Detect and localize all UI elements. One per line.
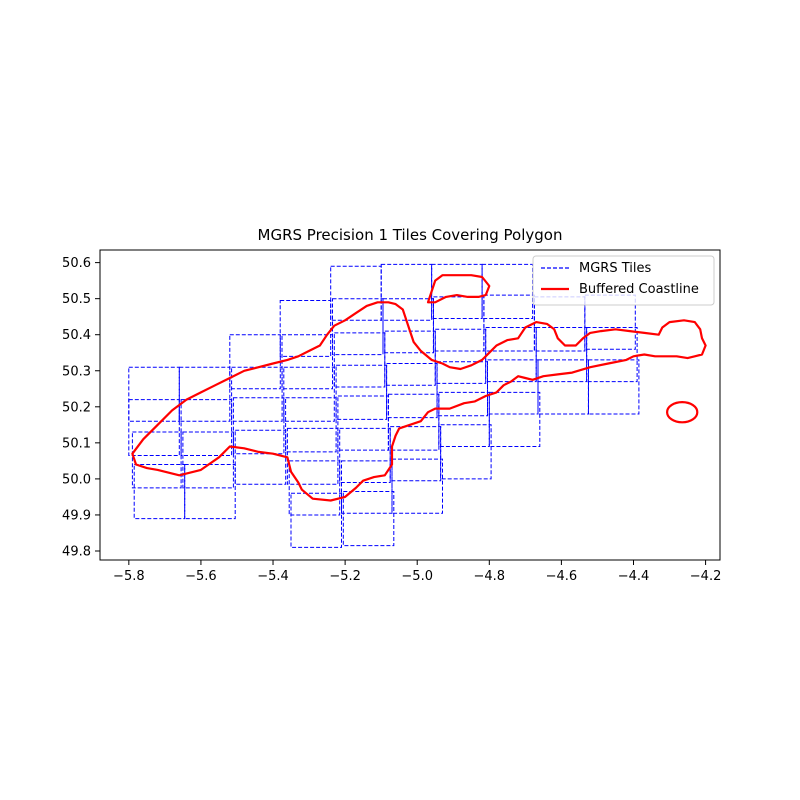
- coastline-polygon: [426, 274, 491, 304]
- y-tick-label: 50.3: [62, 364, 91, 379]
- mgrs-tile: [487, 359, 539, 415]
- y-tick-label: 49.9: [62, 508, 91, 523]
- mgrs-tile: [234, 429, 287, 485]
- plot-frame: [99, 249, 721, 561]
- x-tick-label: −5.0: [401, 569, 433, 584]
- x-tick-label: −5.4: [257, 569, 289, 584]
- coastline-island: [666, 401, 699, 424]
- coastline-layer: [131, 274, 707, 502]
- mgrs-tile: [128, 399, 180, 457]
- y-tick-label: 49.8: [62, 544, 91, 559]
- mgrs-tile: [333, 332, 386, 388]
- mgrs-tile: [182, 431, 234, 489]
- y-tick-label: 50.5: [62, 292, 91, 307]
- mgrs-tile: [438, 391, 490, 447]
- x-axis: −5.8 −5.6 −5.4 −5.2 −5.0 −4.8 −4.6 −4.4 −4.2: [113, 560, 721, 584]
- mgrs-tile: [339, 427, 391, 483]
- chart-title: MGRS Precision 1 Tiles Covering Polygon: [258, 226, 563, 244]
- x-tick-label: −4.4: [618, 569, 650, 584]
- mgrs-tile: [330, 265, 382, 321]
- mgrs-tile: [382, 298, 434, 354]
- x-tick-label: −5.8: [113, 569, 145, 584]
- mgrs-tile: [131, 431, 182, 489]
- mgrs-tile: [180, 399, 233, 457]
- mgrs-tile: [232, 397, 285, 455]
- mgrs-tile: [488, 391, 541, 447]
- mgrs-tile: [432, 296, 485, 352]
- mgrs-tile: [285, 397, 337, 453]
- legend-coastline-label: Buffered Coastline: [579, 282, 699, 297]
- x-tick-label: −5.6: [185, 569, 217, 584]
- x-tick-label: −5.2: [329, 569, 361, 584]
- mgrs-tile: [178, 366, 231, 422]
- x-tick-label: −4.6: [546, 569, 578, 584]
- y-tick-label: 50.0: [62, 472, 91, 487]
- mgrs-tile: [586, 327, 638, 383]
- mgrs-tile: [537, 359, 589, 415]
- mgrs-tile: [387, 393, 440, 451]
- mgrs-tile: [389, 426, 442, 482]
- mgrs-tile: [587, 359, 640, 415]
- mgrs-tile: [434, 328, 487, 384]
- mgrs-tile: [386, 363, 438, 419]
- mgrs-tile: [391, 458, 443, 514]
- mgrs-tile: [290, 492, 342, 548]
- x-tick-label: −4.2: [690, 569, 722, 584]
- x-tick-label: −4.8: [474, 569, 506, 584]
- legend-box: [532, 255, 715, 306]
- mgrs-tile: [337, 395, 389, 451]
- mgrs-tile: [229, 334, 281, 390]
- mgrs-tile: [133, 464, 186, 520]
- y-tick-label: 50.2: [62, 400, 91, 415]
- mgrs-tile: [288, 460, 341, 516]
- y-tick-label: 50.6: [62, 256, 91, 271]
- mgrs-tile: [286, 427, 339, 485]
- mgrs-tile: [128, 366, 180, 422]
- mgrs-tile: [341, 460, 393, 514]
- y-tick-label: 50.4: [62, 328, 91, 343]
- mgrs-tile: [283, 366, 335, 422]
- y-axis: 49.8 49.9 50.0 50.1 50.2 50.3 50.4 50.5 50.6: [62, 256, 100, 559]
- mgrs-tile: [440, 424, 492, 480]
- legend: MGRS Tiles Buffered Coastline: [532, 255, 715, 306]
- mgrs-tile: [342, 491, 395, 547]
- mgrs-tile: [481, 263, 534, 319]
- mgrs-tile: [335, 364, 388, 420]
- y-tick-label: 50.1: [62, 436, 91, 451]
- legend-tiles-label: MGRS Tiles: [579, 261, 651, 276]
- mgrs-tile: [535, 327, 588, 383]
- mgrs-tile: [436, 361, 488, 417]
- coastline-polygon: [131, 301, 707, 502]
